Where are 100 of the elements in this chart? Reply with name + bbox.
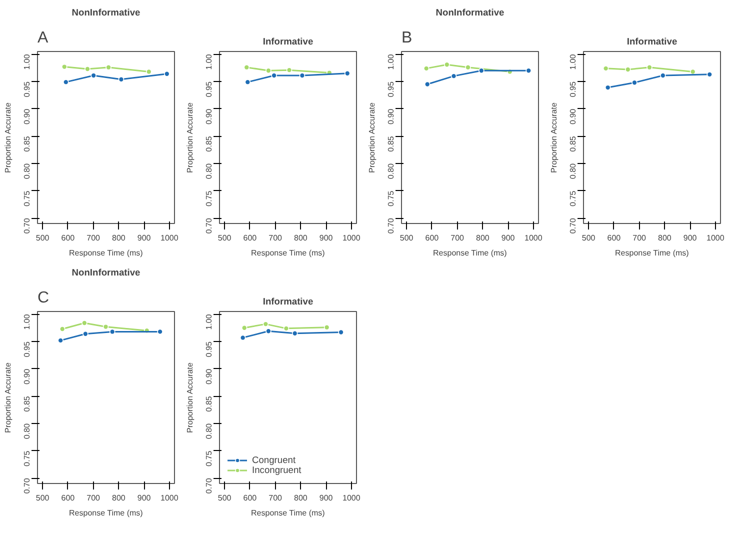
x-tick-label: 900 xyxy=(319,234,334,242)
y-tick-label: 0.95 xyxy=(22,340,32,358)
x-tick-label: 800 xyxy=(658,234,672,242)
x-tick-label: 500 xyxy=(218,494,232,502)
y-tick-label: 0.85 xyxy=(22,396,32,412)
y-tick-label: 0.95 xyxy=(386,80,396,98)
x-tick-label: 800 xyxy=(294,494,308,502)
x-tick-label: 900 xyxy=(683,234,698,242)
text: C xyxy=(38,290,50,306)
text: A xyxy=(38,30,48,46)
y-tick-label: 0.75 xyxy=(568,190,578,206)
y-tick-label: 0.95 xyxy=(204,80,214,98)
x-tick-label: 1000 xyxy=(342,234,361,242)
x-tick-label: 700 xyxy=(268,494,283,502)
y-tick-label: 1.00 xyxy=(22,54,32,70)
legend-label: Incongruent xyxy=(252,465,302,475)
x-tick-label: 600 xyxy=(607,234,622,242)
x-tick-label: 500 xyxy=(36,234,50,242)
y-tick-label: 0.80 xyxy=(22,162,32,180)
x-tick-label: 700 xyxy=(450,234,465,242)
y-tick-label: 0.85 xyxy=(204,396,214,412)
x-tick-label: 800 xyxy=(294,234,308,242)
y-axis-title: Proportion Accurate xyxy=(4,102,12,173)
x-tick-label: 700 xyxy=(86,234,101,242)
x-tick-label: 600 xyxy=(243,234,258,242)
y-axis-title: Proportion Accurate xyxy=(368,102,376,173)
y-tick-label: 1.00 xyxy=(386,54,396,70)
x-tick-label: 800 xyxy=(476,234,490,242)
y-axis-title: Proportion Accurate xyxy=(186,102,194,173)
chart-title: Informative xyxy=(626,36,678,46)
x-tick-label: 1000 xyxy=(160,234,179,242)
chart-title: Informative xyxy=(262,36,314,46)
y-tick-label: 0.80 xyxy=(22,422,32,440)
y-tick-label: 0.75 xyxy=(204,190,214,206)
x-axis-title: Response Time (ms) xyxy=(251,508,326,518)
x-tick-label: 700 xyxy=(632,234,647,242)
x-tick-label: 900 xyxy=(137,234,152,242)
y-tick-label: 0.85 xyxy=(22,136,32,152)
x-tick-label: 700 xyxy=(268,234,283,242)
y-axis-title: Proportion Accurate xyxy=(550,102,558,173)
x-tick-label: 500 xyxy=(582,234,596,242)
y-tick-label: 1.00 xyxy=(204,314,214,330)
y-tick-label: 0.90 xyxy=(204,108,214,124)
y-axis-title: Proportion Accurate xyxy=(186,362,194,433)
x-tick-label: 800 xyxy=(112,494,126,502)
y-tick-label: 0.70 xyxy=(568,217,578,234)
x-tick-label: 1000 xyxy=(342,494,361,502)
y-tick-label: 0.90 xyxy=(386,108,396,124)
y-tick-label: 0.95 xyxy=(568,80,578,98)
y-tick-label: 0.70 xyxy=(204,477,214,494)
x-tick-label: 800 xyxy=(112,234,126,242)
x-tick-label: 900 xyxy=(137,494,152,502)
y-tick-label: 0.75 xyxy=(204,450,214,466)
y-tick-label: 0.90 xyxy=(204,368,214,384)
x-tick-label: 500 xyxy=(36,494,50,502)
y-tick-label: 0.90 xyxy=(568,108,578,124)
text: B xyxy=(402,30,412,46)
x-tick-label: 600 xyxy=(61,494,76,502)
y-tick-label: 0.70 xyxy=(386,217,396,234)
chart-title: NonInformative xyxy=(436,8,504,18)
x-axis-title: Response Time (ms) xyxy=(615,248,690,258)
x-tick-label: 900 xyxy=(319,494,334,502)
y-tick-label: 0.70 xyxy=(22,477,32,494)
x-axis-title: Response Time (ms) xyxy=(69,508,144,518)
y-tick-label: 0.70 xyxy=(204,217,214,234)
x-tick-label: 500 xyxy=(218,234,232,242)
chart-title: NonInformative xyxy=(72,8,140,18)
y-tick-label: 0.70 xyxy=(22,217,32,234)
y-tick-label: 0.75 xyxy=(386,190,396,206)
y-tick-label: 0.90 xyxy=(22,368,32,384)
chart-title: NonInformative xyxy=(72,268,140,278)
legend-label: Congruent xyxy=(252,455,296,465)
y-tick-label: 0.90 xyxy=(22,108,32,124)
x-tick-label: 600 xyxy=(425,234,440,242)
x-tick-label: 600 xyxy=(61,234,76,242)
y-tick-label: 0.85 xyxy=(568,136,578,152)
y-tick-label: 0.85 xyxy=(386,136,396,152)
chart-title: Informative xyxy=(262,296,314,306)
y-tick-label: 1.00 xyxy=(22,314,32,330)
y-tick-label: 0.80 xyxy=(568,162,578,180)
y-tick-label: 0.75 xyxy=(22,190,32,206)
y-tick-label: 0.80 xyxy=(386,162,396,180)
y-tick-label: 0.95 xyxy=(22,80,32,98)
x-axis-title: Response Time (ms) xyxy=(251,248,326,258)
y-tick-label: 0.80 xyxy=(204,162,214,180)
y-axis-title: Proportion Accurate xyxy=(4,362,12,433)
x-tick-label: 700 xyxy=(86,494,101,502)
x-axis-title: Response Time (ms) xyxy=(69,248,144,258)
x-tick-label: 1000 xyxy=(706,234,725,242)
y-tick-label: 0.85 xyxy=(204,136,214,152)
y-tick-label: 0.95 xyxy=(204,340,214,358)
x-tick-label: 1000 xyxy=(160,494,179,502)
y-tick-label: 0.80 xyxy=(204,422,214,440)
x-tick-label: 1000 xyxy=(524,234,543,242)
x-tick-label: 900 xyxy=(501,234,516,242)
x-tick-label: 500 xyxy=(400,234,414,242)
x-axis-title: Response Time (ms) xyxy=(433,248,508,258)
x-tick-label: 600 xyxy=(243,494,258,502)
y-tick-label: 1.00 xyxy=(568,54,578,70)
y-tick-label: 1.00 xyxy=(204,54,214,70)
